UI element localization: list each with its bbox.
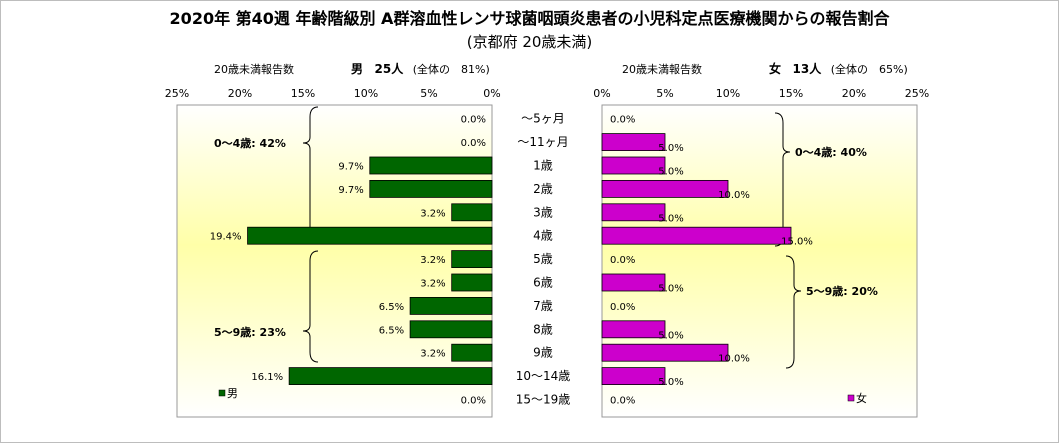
category-label: 9歳 (533, 346, 553, 360)
female-x-tick: 0% (593, 87, 610, 100)
male-bracket-5-9 (302, 250, 319, 363)
female-data-label: 5.0% (658, 213, 683, 224)
category-label: 1歳 (533, 159, 553, 173)
female-legend-label: 女 (856, 391, 867, 405)
female-bracket-5-9 (785, 255, 802, 369)
female-x-tick: 25% (905, 87, 929, 100)
category-label: 15～19歳 (516, 393, 571, 407)
female-x-tick: 10% (716, 87, 740, 100)
female-data-label: 5.0% (658, 330, 683, 341)
male-data-label: 9.7% (338, 185, 363, 196)
female-bar (601, 343, 729, 362)
male-bar (409, 296, 493, 315)
female-x-tick: 20% (842, 87, 866, 100)
female-group-5-9-label: 5～9歳: 20% (806, 284, 878, 298)
chart-subtitle: (京都府 20歳未満) (466, 33, 593, 51)
male-header-sex: 男 (351, 62, 364, 76)
male-x-tick: 0% (483, 87, 500, 100)
female-data-label: 5.0% (658, 377, 683, 388)
male-bar (288, 367, 493, 386)
male-x-tick: 20% (228, 87, 252, 100)
female-header-share: (全体の 65%) (830, 63, 908, 76)
male-data-label: 16.1% (251, 372, 283, 383)
male-group-5-9-label: 5～9歳: 23% (214, 325, 286, 339)
category-label: 4歳 (533, 229, 553, 243)
female-data-label: 0.0% (610, 115, 635, 126)
female-header-count: 13人 (792, 62, 822, 76)
female-bar (601, 203, 666, 222)
male-bar (451, 273, 493, 292)
male-bar (409, 320, 493, 339)
female-data-label: 10.0% (718, 354, 750, 365)
male-x-tick: 25% (165, 87, 189, 100)
category-label: 8歳 (533, 322, 553, 336)
female-legend-swatch (847, 394, 855, 402)
male-bar (451, 203, 493, 222)
male-group-0-4-label: 0～4歳: 42% (214, 136, 286, 150)
male-data-label: 9.7% (338, 162, 363, 173)
male-bar (369, 179, 493, 198)
category-label: 5歳 (533, 252, 553, 266)
category-label: 6歳 (533, 276, 553, 290)
female-data-label: 15.0% (781, 237, 813, 248)
category-label: 2歳 (533, 182, 553, 196)
male-data-label: 6.5% (379, 302, 404, 313)
male-data-label: 3.2% (420, 208, 445, 219)
female-bar (601, 133, 666, 152)
female-data-label: 0.0% (610, 302, 635, 313)
female-data-label: 10.0% (718, 190, 750, 201)
male-x-tick: 10% (354, 87, 378, 100)
female-data-label: 0.0% (610, 255, 635, 266)
male-data-label: 3.2% (420, 279, 445, 290)
female-data-label: 5.0% (658, 284, 683, 295)
category-label: 10～14歳 (516, 369, 571, 383)
male-data-label: 3.2% (420, 255, 445, 266)
female-bar (601, 367, 666, 386)
male-legend-swatch (218, 389, 226, 397)
male-data-label: 3.2% (420, 349, 445, 360)
male-data-label: 6.5% (379, 325, 404, 336)
male-x-tick: 15% (291, 87, 315, 100)
male-x-tick: 5% (420, 87, 437, 100)
female-data-label: 0.0% (610, 396, 635, 407)
male-data-label: 0.0% (461, 138, 486, 149)
female-data-label: 5.0% (658, 143, 683, 154)
female-bar (601, 226, 792, 245)
male-header-share: (全体の 81%) (412, 63, 490, 76)
female-bar (601, 273, 666, 292)
female-x-tick: 15% (779, 87, 803, 100)
male-bar (369, 156, 493, 175)
female-header: 20歳未満報告数 女 13人 (全体の 65%) (622, 60, 908, 77)
chart-title: 2020年 第40週 年齢階級別 A群溶血性レンサ球菌咽頭炎患者の小児科定点医療… (169, 9, 890, 28)
category-label: ～5ヶ月 (521, 112, 565, 126)
male-legend-label: 男 (227, 387, 238, 400)
female-bar (601, 156, 666, 175)
category-label: ～11ヶ月 (517, 135, 568, 149)
female-header-label: 20歳未満報告数 (622, 63, 702, 76)
male-data-label: 0.0% (461, 396, 486, 407)
female-bar (601, 179, 729, 198)
male-bar (247, 226, 493, 245)
male-header-count: 25人 (374, 62, 404, 76)
female-bar (601, 320, 666, 339)
female-data-label: 5.0% (658, 167, 683, 178)
category-label: 3歳 (533, 205, 553, 219)
male-header-label: 20歳未満報告数 (214, 63, 294, 76)
category-label: 7歳 (533, 299, 553, 313)
female-x-tick: 5% (656, 87, 673, 100)
male-data-label: 0.0% (461, 115, 486, 126)
male-header: 20歳未満報告数 男 25人 (全体の 81%) (214, 60, 490, 77)
female-group-0-4-label: 0～4歳: 40% (795, 145, 867, 159)
male-bar (451, 250, 493, 269)
male-data-label: 19.4% (210, 232, 242, 243)
female-header-sex: 女 (769, 62, 782, 76)
male-bar (451, 343, 493, 362)
